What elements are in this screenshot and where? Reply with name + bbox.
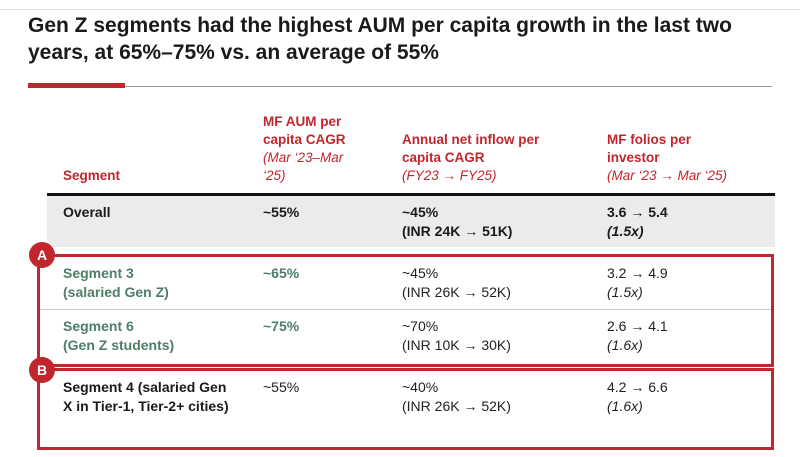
segment4-cagr-cell: ~55% — [263, 378, 402, 447]
segment4-inflow-value: ~40% — [402, 379, 439, 395]
column-header-segment: Segment — [47, 167, 263, 191]
segment3-folios-cell: 3.2 → 4.9 (1.5x) — [607, 264, 771, 309]
header-rule — [47, 193, 775, 196]
table-header-row: Segment MF AUM per capita CAGR (Mar ‘23–… — [47, 100, 775, 191]
overall-segment-cell: Overall — [47, 203, 263, 247]
overall-cagr-value: ~55% — [263, 204, 300, 220]
column-header-inflow-cagr-label: Annual net inflow per capita CAGR — [402, 132, 540, 165]
segment3-folios-value: 3.2 → 4.9 — [607, 265, 668, 281]
column-header-folios-label: MF folios per investor — [607, 132, 691, 165]
row-segment-3: Segment 3 (salaried Gen Z) ~65% ~45% (IN… — [40, 257, 771, 310]
column-header-aum-cagr: MF AUM per capita CAGR (Mar ‘23–Mar ‘25) — [263, 113, 402, 191]
column-header-inflow-cagr-period: (FY23 → FY25) — [402, 168, 497, 183]
segment6-folios-multiplier: (1.6x) — [607, 337, 643, 353]
segment4-inflow-range: (INR 26K → 52K) — [402, 398, 511, 414]
segment6-cagr-cell: ~75% — [263, 317, 402, 364]
segment6-name: Segment 6 — [63, 318, 134, 334]
annotation-badge-a: A — [29, 242, 55, 268]
title-divider — [28, 86, 772, 87]
segment4-name-cell: Segment 4 (salaried Gen X in Tier-1, Tie… — [40, 378, 263, 447]
segment3-cagr-value: ~65% — [263, 265, 300, 281]
annotation-badge-b: B — [29, 357, 55, 383]
highlight-box-b: Segment 4 (salaried Gen X in Tier-1, Tie… — [37, 368, 774, 450]
segment4-folios-multiplier: (1.6x) — [607, 398, 643, 414]
column-header-inflow-cagr: Annual net inflow per capita CAGR (FY23 … — [402, 131, 607, 191]
column-header-folios-period: (Mar ‘23 → Mar ‘25) — [607, 168, 728, 183]
row-overall: Overall ~55% ~45% (INR 24K → 51K) 3.6 → … — [47, 196, 775, 247]
overall-folios-value: 3.6 → 5.4 — [607, 204, 668, 220]
segment4-folios-cell: 4.2 → 6.6 (1.6x) — [607, 378, 771, 447]
segment3-cagr-cell: ~65% — [263, 264, 402, 309]
segment6-inflow-value: ~70% — [402, 318, 439, 334]
segment6-inflow-cell: ~70% (INR 10K → 30K) — [402, 317, 607, 364]
segment3-inflow-range: (INR 26K → 52K) — [402, 284, 511, 300]
segment4-name: Segment 4 (salaried Gen X in Tier-1, Tie… — [63, 379, 229, 414]
segment3-descriptor: (salaried Gen Z) — [63, 284, 169, 300]
column-header-aum-cagr-label: MF AUM per capita CAGR — [263, 114, 346, 147]
overall-inflow-value: ~45% — [402, 204, 439, 220]
segment6-folios-value: 2.6 → 4.1 — [607, 318, 668, 334]
segment3-name: Segment 3 — [63, 265, 134, 281]
column-header-aum-cagr-period: (Mar ‘23–Mar ‘25) — [263, 150, 344, 183]
overall-folios-cell: 3.6 → 5.4 (1.5x) — [607, 203, 771, 247]
segment4-inflow-cell: ~40% (INR 26K → 52K) — [402, 378, 607, 447]
segment6-descriptor: (Gen Z students) — [63, 337, 175, 353]
row-segment-6: Segment 6 (Gen Z students) ~75% ~70% (IN… — [40, 310, 771, 364]
title-accent-bar — [28, 83, 125, 88]
segment6-inflow-range: (INR 10K → 30K) — [402, 337, 511, 353]
column-header-folios: MF folios per investor (Mar ‘23 → Mar ‘2… — [607, 131, 771, 191]
page-title: Gen Z segments had the highest AUM per c… — [28, 14, 732, 64]
segment4-folios-value: 4.2 → 6.6 — [607, 379, 668, 395]
segment4-cagr-value: ~55% — [263, 379, 300, 395]
top-divider — [0, 9, 800, 10]
overall-folios-multiplier: (1.5x) — [607, 223, 644, 239]
segment3-inflow-value: ~45% — [402, 265, 439, 281]
overall-segment-name: Overall — [63, 204, 111, 220]
overall-inflow-range: (INR 24K → 51K) — [402, 223, 513, 239]
segment6-cagr-value: ~75% — [263, 318, 300, 334]
row-segment-4: Segment 4 (salaried Gen X in Tier-1, Tie… — [40, 371, 771, 447]
highlight-box-a: Segment 3 (salaried Gen Z) ~65% ~45% (IN… — [37, 254, 774, 367]
segment3-folios-multiplier: (1.5x) — [607, 284, 643, 300]
overall-inflow-cell: ~45% (INR 24K → 51K) — [402, 203, 607, 247]
segment3-name-cell: Segment 3 (salaried Gen Z) — [40, 264, 263, 309]
segment3-inflow-cell: ~45% (INR 26K → 52K) — [402, 264, 607, 309]
segment6-name-cell: Segment 6 (Gen Z students) — [40, 317, 263, 364]
overall-cagr-cell: ~55% — [263, 203, 402, 247]
column-header-segment-label: Segment — [63, 168, 121, 183]
segment6-folios-cell: 2.6 → 4.1 (1.6x) — [607, 317, 771, 364]
